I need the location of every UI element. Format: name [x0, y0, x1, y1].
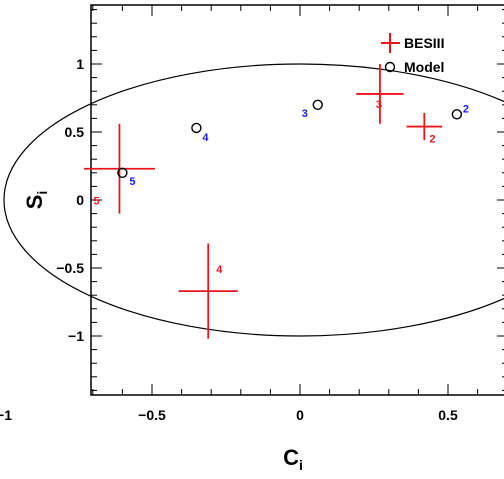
model-point-label: 3 [302, 108, 308, 120]
legend-model-marker [384, 61, 396, 73]
legend-besiii-marker [381, 33, 400, 53]
model-point [191, 122, 202, 134]
y-tick-label: 1 [76, 56, 84, 72]
model-point-label: 4 [202, 132, 209, 144]
x-axis-title: Ci [283, 445, 303, 473]
unit-circle [3, 63, 504, 337]
y-tick-label: 0.5 [65, 124, 85, 140]
y-tick-label: −0.5 [56, 260, 84, 276]
besiii-point-label: 2 [429, 134, 435, 146]
axis-ticks [91, 5, 504, 395]
besiii-point-label: 4 [216, 264, 223, 276]
legend-model-label: Model [404, 59, 444, 75]
y-tick-label: 0 [76, 192, 84, 208]
besiii-point-label: 3 [376, 99, 382, 111]
data-points: 1234512345 [83, 64, 469, 339]
legend: BESIII Model [381, 33, 444, 75]
x-tick-label: −0.5 [138, 407, 166, 423]
y-axis-title: Si [22, 191, 50, 210]
model-point-label: 5 [129, 176, 135, 188]
model-point [451, 109, 463, 120]
legend-besiii-label: BESIII [404, 35, 444, 51]
besiii-point-label: 5 [93, 196, 99, 208]
x-tick-label: 0.5 [438, 407, 458, 423]
model-point [117, 167, 128, 179]
model-point-label: 2 [463, 103, 469, 115]
x-tick-label: −1 [0, 407, 12, 423]
axis-tick-labels: −1−0.500.51−1−0.500.51 [0, 56, 458, 423]
x-tick-label: 0 [296, 407, 304, 423]
y-tick-label: −1 [68, 328, 84, 344]
model-point [312, 99, 323, 111]
